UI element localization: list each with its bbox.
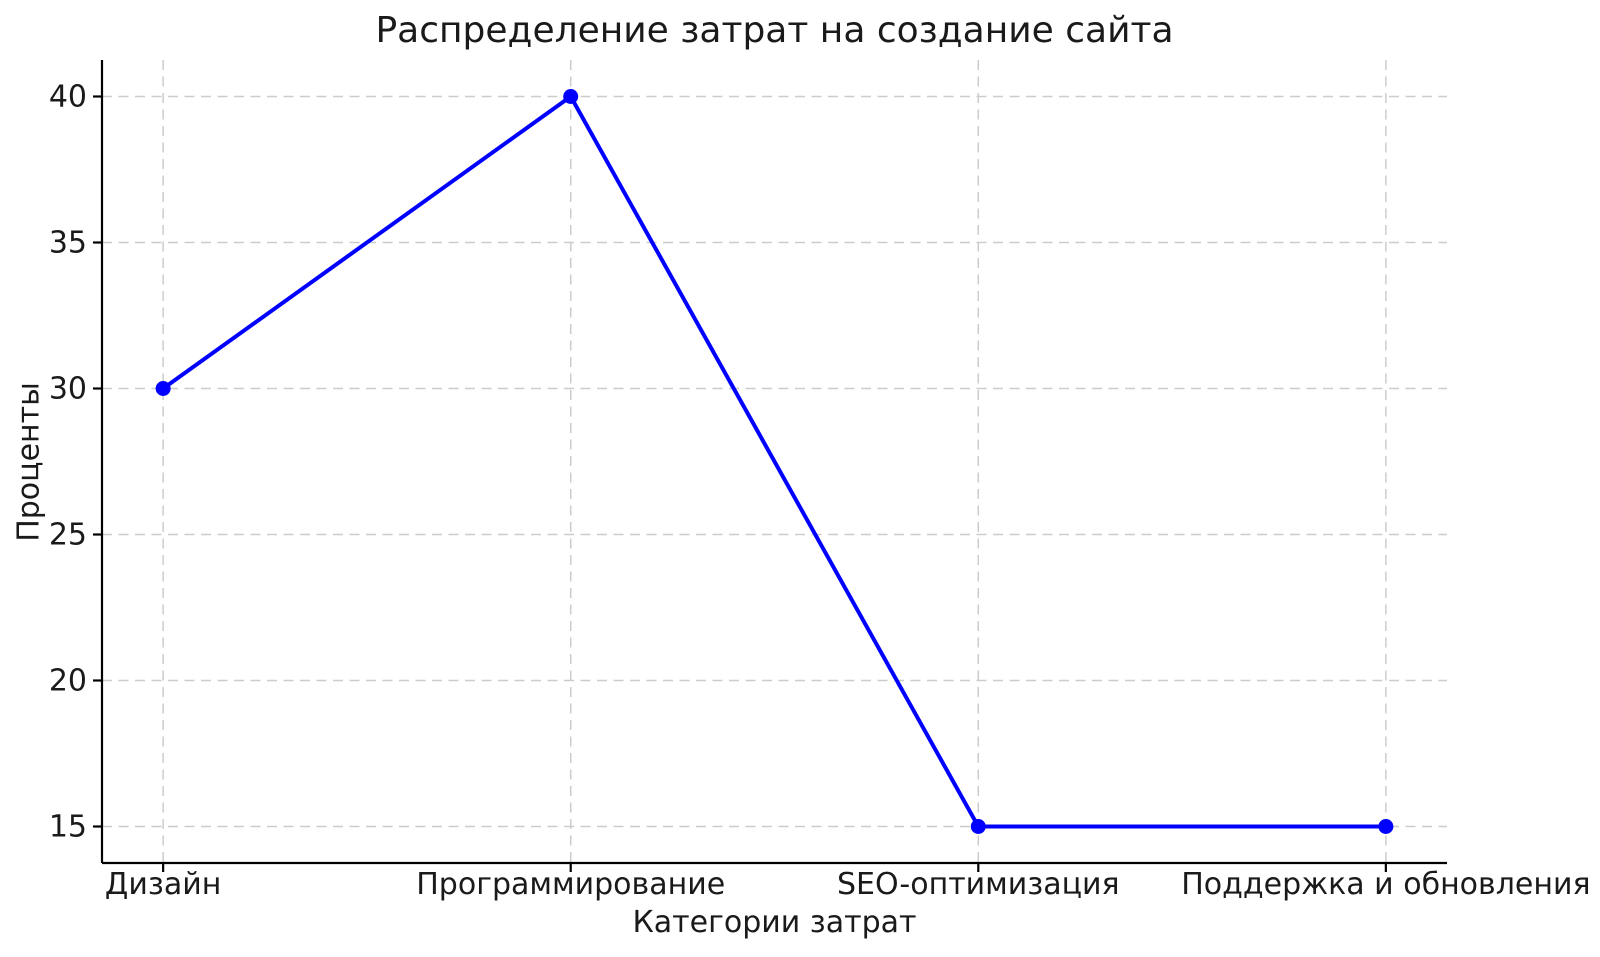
y-tick-label: 25	[48, 517, 87, 552]
y-tick-label: 30	[48, 371, 87, 406]
x-tick-label: Поддержка и обновления	[1181, 867, 1591, 902]
data-point-marker	[1378, 819, 1394, 834]
x-axis-label: Категории затрат	[632, 905, 917, 940]
y-tick-label: 15	[48, 809, 87, 844]
x-tick-label: SEO-оптимизация	[836, 867, 1120, 902]
x-tick-label: Программирование	[416, 867, 726, 902]
y-tick-label: 40	[48, 79, 87, 114]
y-tick-label: 35	[48, 225, 87, 260]
x-tick-label: Дизайн	[104, 867, 222, 902]
y-tick-label: 20	[48, 663, 87, 698]
data-point-marker	[563, 89, 579, 104]
data-point-marker	[155, 381, 171, 396]
chart-title: Распределение затрат на создание сайта	[375, 10, 1174, 51]
data-line	[161, 94, 1386, 829]
data-point-marker	[970, 819, 986, 834]
